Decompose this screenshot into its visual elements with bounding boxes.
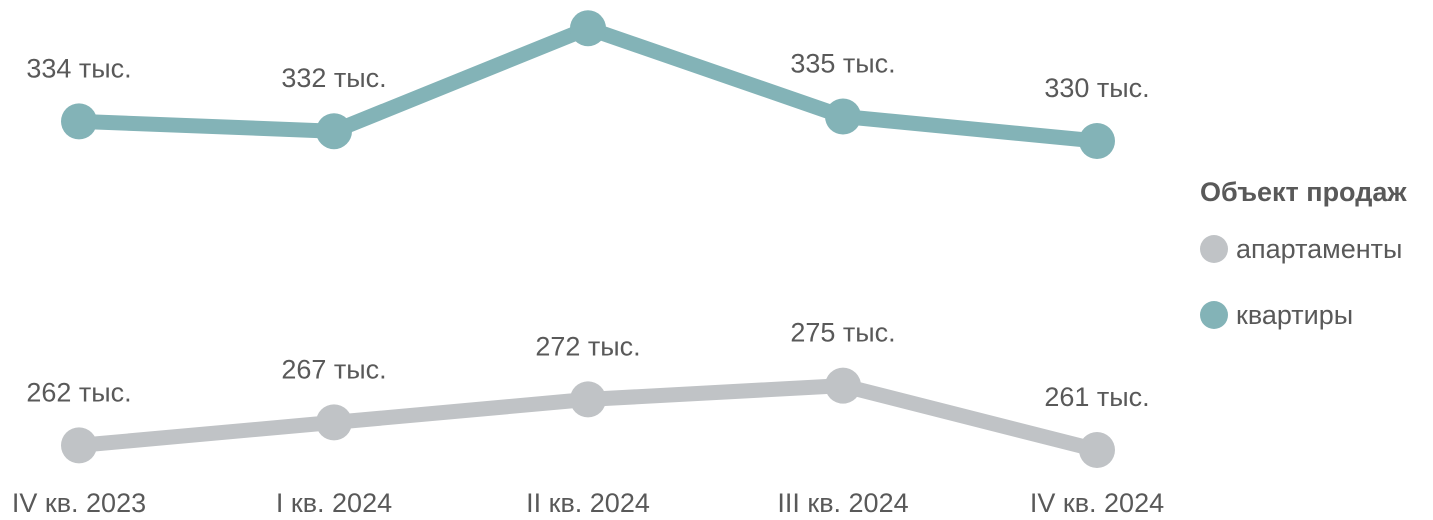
x-tick-label: I кв. 2024 bbox=[276, 488, 392, 518]
data-label-flats: 334 тыс. bbox=[26, 53, 131, 83]
data-label-apartments: 275 тыс. bbox=[790, 318, 895, 348]
data-label-flats: 330 тыс. bbox=[1044, 73, 1149, 103]
data-label-apartments: 272 тыс. bbox=[535, 331, 640, 361]
data-point-flats[interactable] bbox=[825, 98, 861, 135]
data-point-flats[interactable] bbox=[1079, 123, 1115, 159]
data-point-flats[interactable] bbox=[570, 10, 606, 47]
data-point-apartments[interactable] bbox=[825, 367, 861, 404]
data-point-apartments[interactable] bbox=[316, 404, 352, 441]
x-axis: IV кв. 2023 I кв. 2024 II кв. 2024 III кв. … bbox=[12, 488, 1164, 518]
data-label-apartments: 267 тыс. bbox=[281, 354, 386, 384]
legend-swatch-flats bbox=[1200, 301, 1228, 329]
legend-label-apartments: апартаменты bbox=[1236, 234, 1403, 264]
data-point-apartments[interactable] bbox=[570, 381, 606, 418]
legend-label-flats: квартиры bbox=[1236, 300, 1354, 330]
series-apartments bbox=[61, 367, 1115, 468]
x-tick-label: IV кв. 2023 bbox=[12, 488, 146, 518]
legend-item-flats[interactable]: квартиры bbox=[1200, 297, 1432, 333]
data-point-apartments[interactable] bbox=[61, 427, 97, 464]
data-label-flats: 335 тыс. bbox=[790, 49, 895, 79]
data-label-apartments: 262 тыс. bbox=[26, 377, 131, 407]
x-tick-label: III кв. 2024 bbox=[777, 488, 908, 518]
x-tick-label: IV кв. 2024 bbox=[1030, 488, 1164, 518]
data-label-apartments: 261 тыс. bbox=[1044, 382, 1149, 412]
data-point-flats[interactable] bbox=[61, 103, 97, 140]
series-flats bbox=[61, 10, 1115, 159]
data-point-apartments[interactable] bbox=[1079, 432, 1115, 468]
legend-swatch-apartments bbox=[1200, 235, 1228, 263]
legend-item-apartments[interactable]: апартаменты bbox=[1200, 231, 1432, 267]
series-layer bbox=[61, 10, 1115, 468]
legend: Объект продаж апартаменты квартиры bbox=[1200, 174, 1432, 363]
data-label-layer: 334 тыс.332 тыс.353 тыс.335 тыс.330 тыс.… bbox=[26, 49, 1149, 413]
x-tick-label: II кв. 2024 bbox=[526, 488, 650, 518]
data-point-flats[interactable] bbox=[316, 113, 352, 150]
data-label-flats: 332 тыс. bbox=[281, 63, 386, 93]
legend-title: Объект продаж bbox=[1200, 177, 1407, 207]
